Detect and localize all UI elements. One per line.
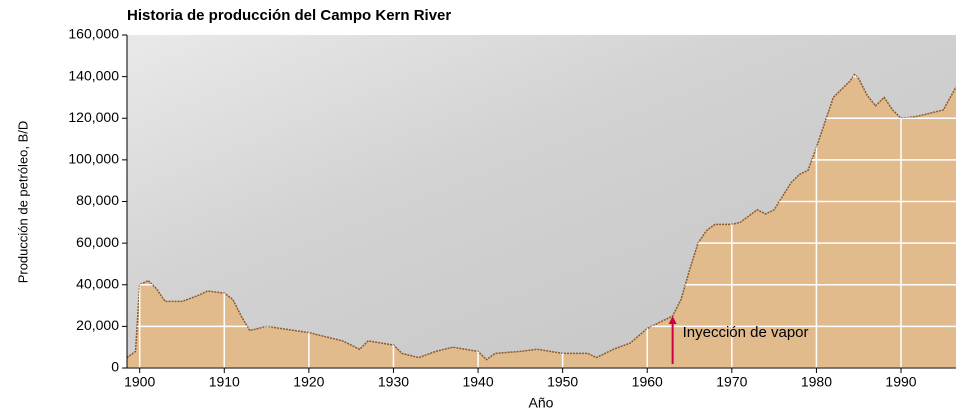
chart-title: Historia de producción del Campo Kern Ri… [127, 7, 451, 24]
x-tick-label: 1900 [124, 374, 155, 390]
y-tick-label: 40,000 [76, 275, 119, 291]
y-tick-label: 60,000 [76, 234, 119, 250]
y-tick-label: 140,000 [68, 67, 119, 83]
y-tick-label: 100,000 [68, 151, 119, 167]
y-tick-label: 120,000 [68, 109, 119, 125]
x-tick-label: 1930 [378, 374, 409, 390]
x-tick-label: 1950 [547, 374, 578, 390]
x-tick-label: 1990 [885, 374, 916, 390]
x-tick-label: 1960 [632, 374, 663, 390]
x-tick-label: 1980 [801, 374, 832, 390]
annotation-text: Inyección de vapor [683, 324, 809, 341]
y-tick-label: 20,000 [76, 317, 119, 333]
y-tick-label: 80,000 [76, 192, 119, 208]
x-tick-label: 1970 [716, 374, 747, 390]
y-axis-label: Producción de petróleo, B/D [15, 121, 30, 284]
x-axis-label: Año [529, 395, 554, 411]
x-tick-label: 1940 [462, 374, 493, 390]
y-tick-label: 160,000 [68, 26, 119, 42]
x-tick-label: 1920 [293, 374, 324, 390]
x-tick-label: 1910 [209, 374, 240, 390]
y-tick-label: 0 [111, 359, 119, 375]
chart: Historia de producción del Campo Kern Ri… [0, 0, 956, 414]
